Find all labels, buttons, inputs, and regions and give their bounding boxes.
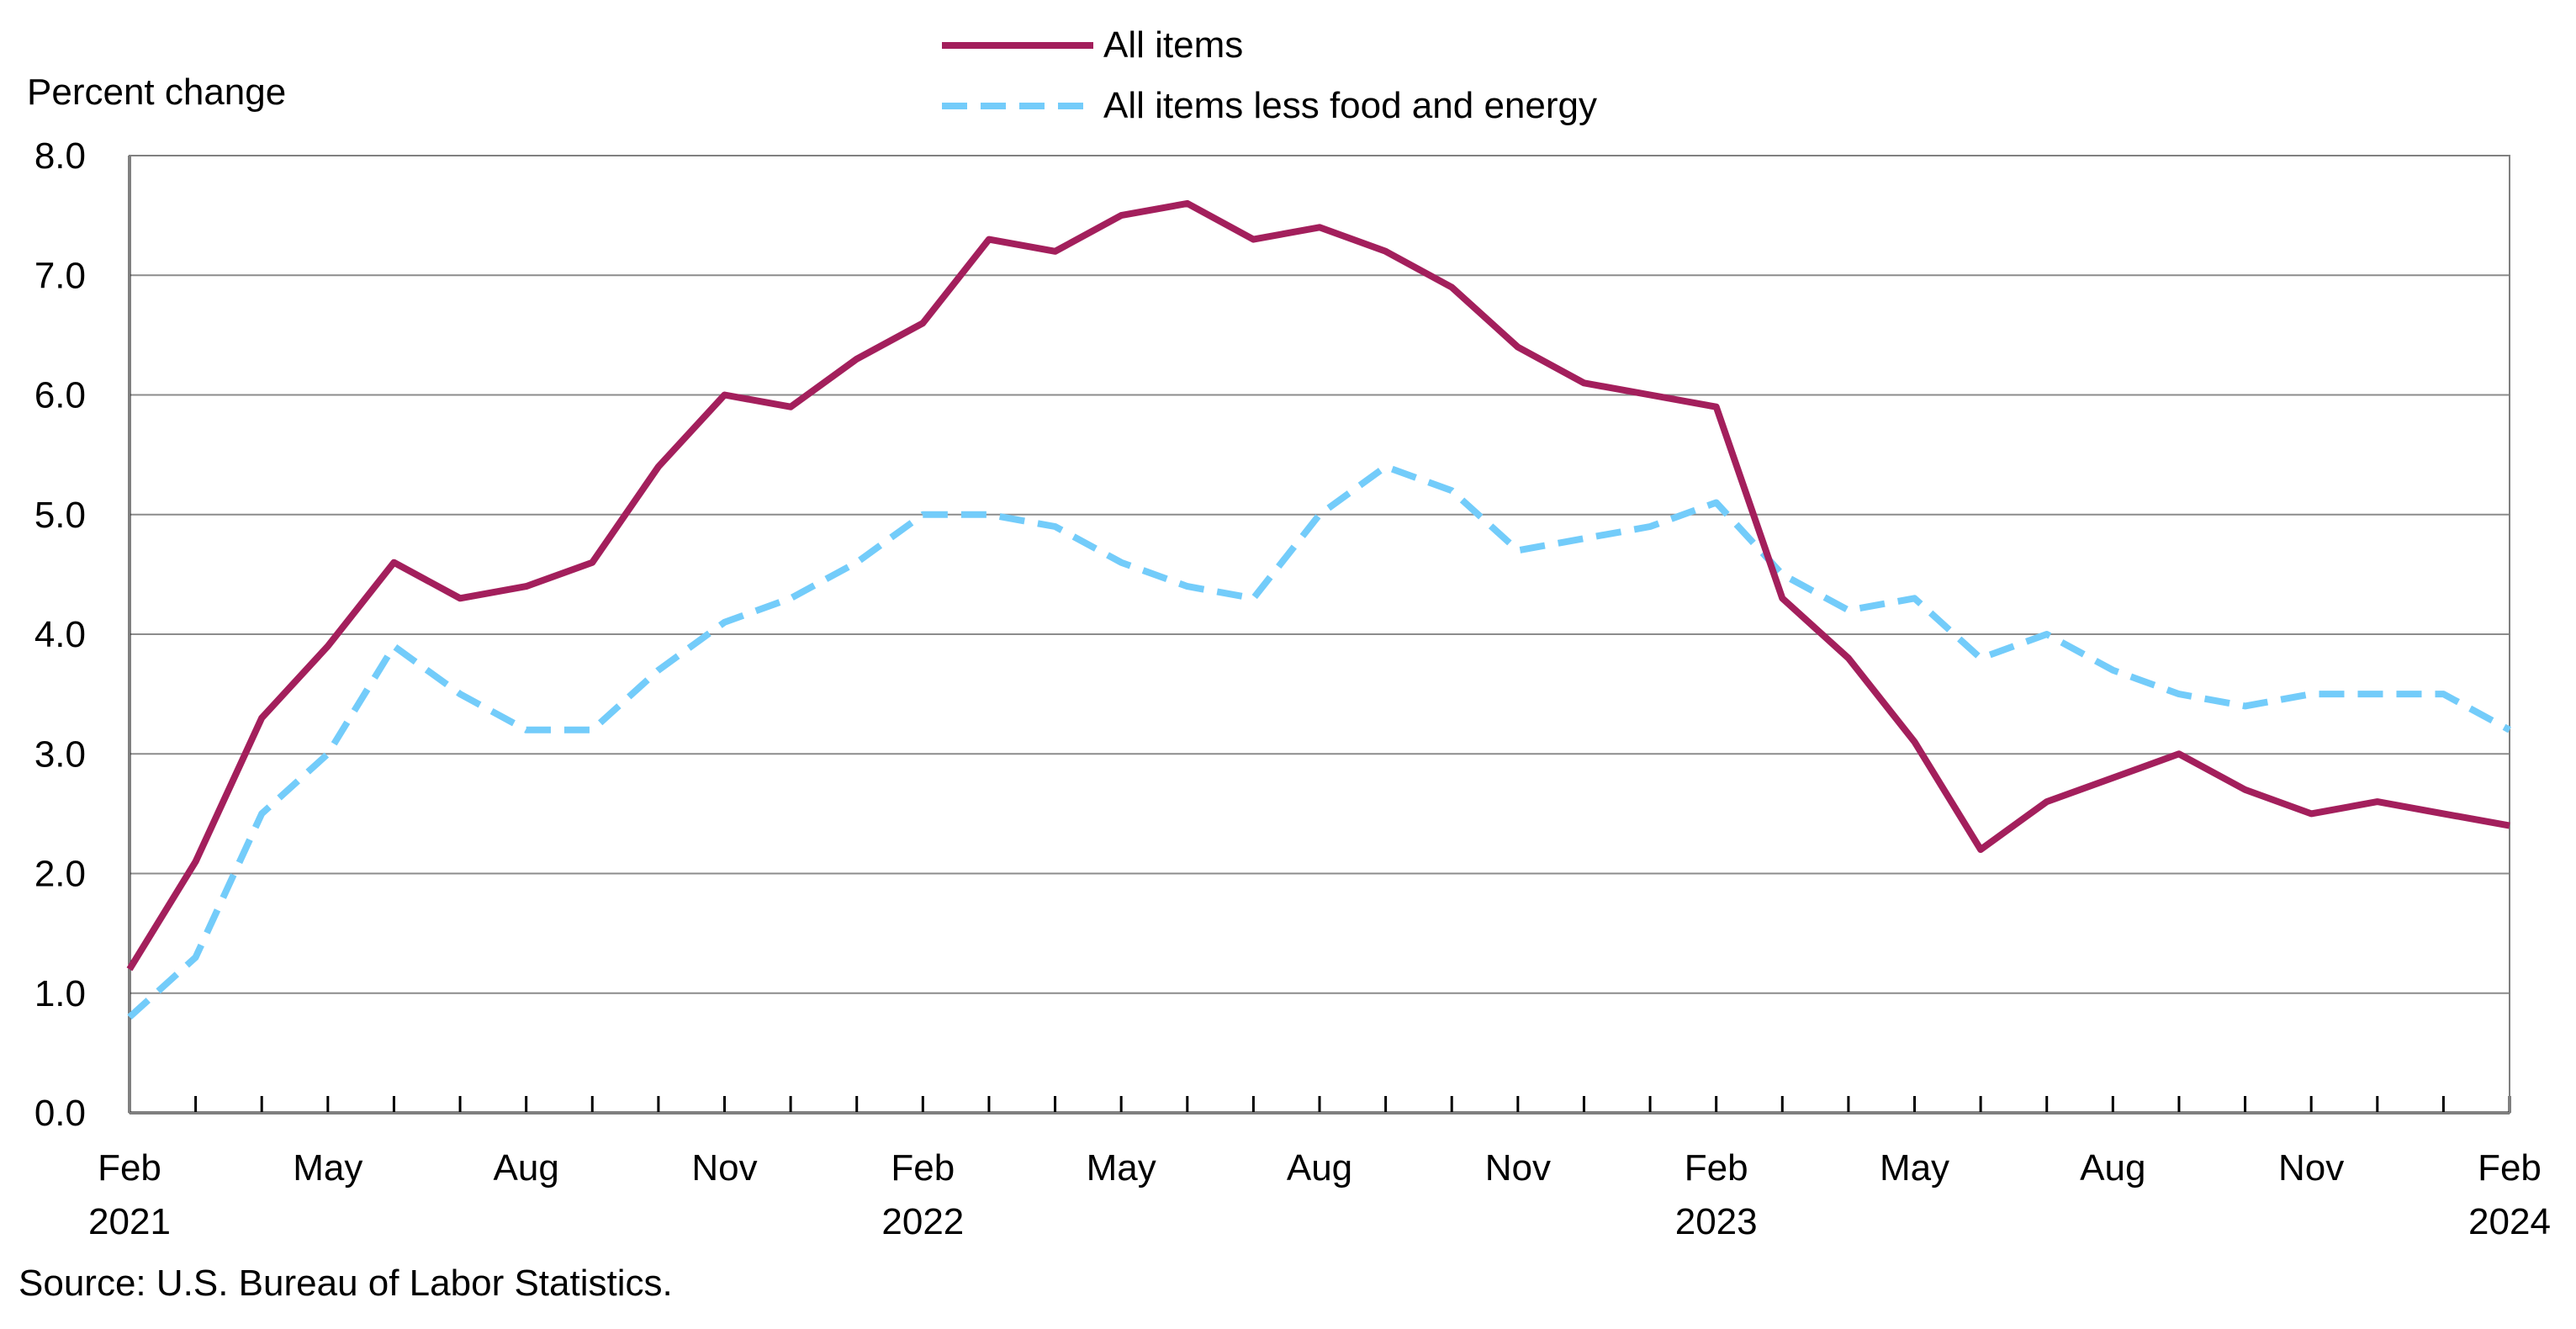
x-tick-label-month: Nov	[2278, 1147, 2344, 1189]
y-tick-label: 2.0	[34, 854, 86, 895]
x-tick-label-year: 2021	[88, 1201, 171, 1242]
y-tick-label: 5.0	[34, 495, 86, 536]
series-line-all-items	[126, 199, 2510, 972]
x-tick-label-month: Nov	[691, 1147, 757, 1189]
y-tick-label: 8.0	[34, 135, 86, 177]
source-note: Source: U.S. Bureau of Labor Statistics.	[19, 1263, 673, 1304]
y-axis-title: Percent change	[27, 71, 286, 113]
x-tick-label-month: Feb	[98, 1147, 161, 1189]
legend: All items All items less food and energy	[942, 24, 1597, 126]
legend-label-all-items: All items	[1103, 24, 1243, 66]
x-tick-label-month: Feb	[2478, 1147, 2542, 1189]
series-layer	[126, 199, 2511, 1020]
x-tick-label-month: May	[293, 1147, 362, 1189]
x-tick-label-month: Aug	[2080, 1147, 2145, 1189]
series-line-core	[127, 463, 2511, 1020]
x-tick-label-year: 2024	[2468, 1201, 2551, 1242]
x-tick-label-year: 2022	[881, 1201, 964, 1242]
y-tick-label: 4.0	[34, 614, 86, 655]
x-tick-label-month: Feb	[1685, 1147, 1748, 1189]
x-tick-label-month: Feb	[891, 1147, 955, 1189]
y-tick-label: 3.0	[34, 733, 86, 775]
y-axis-tick-labels: 0.0 1.0 2.0 3.0 4.0 5.0 6.0 7.0 8.0	[34, 135, 86, 1134]
x-axis-tick-labels: Feb 2021 May Aug Nov Feb 2022 May Aug Nov Feb 2023 M…	[88, 1147, 2551, 1242]
y-tick-label: 1.0	[34, 973, 86, 1014]
y-tick-label: 7.0	[34, 255, 86, 296]
x-tick-label-month: Aug	[1287, 1147, 1352, 1189]
x-tick-label-year: 2023	[1675, 1201, 1758, 1242]
y-tick-label: 0.0	[34, 1093, 86, 1134]
x-tick-label-month: Nov	[1485, 1147, 1551, 1189]
x-tick-label-month: May	[1087, 1147, 1156, 1189]
plot-frame	[129, 155, 2510, 1114]
y-tick-label: 6.0	[34, 375, 86, 416]
x-tick-label-month: Aug	[494, 1147, 559, 1189]
x-tick-label-month: May	[1880, 1147, 1949, 1189]
legend-label-core: All items less food and energy	[1103, 85, 1597, 126]
